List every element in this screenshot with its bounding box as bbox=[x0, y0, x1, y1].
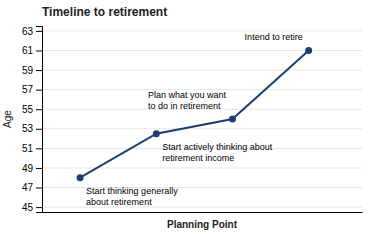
annotation: Intend to retire bbox=[245, 32, 303, 42]
annotation-line: to do in retirement bbox=[148, 101, 221, 111]
marks bbox=[77, 47, 313, 181]
y-tick: 59 bbox=[22, 65, 42, 76]
grid-line bbox=[42, 30, 362, 31]
data-point bbox=[77, 174, 84, 181]
y-tick-label: 57 bbox=[22, 84, 34, 95]
y-tick-label: 53 bbox=[22, 123, 34, 134]
grid bbox=[42, 31, 362, 207]
plot-area: 45 47 49 51 53 55 57 59 61 63 Start thinking gener… bbox=[22, 26, 363, 213]
y-tick: 63 bbox=[22, 26, 42, 37]
annotation-line: Start actively thinking about bbox=[162, 142, 273, 152]
annotation: Plan what you wantto do in retirement bbox=[148, 90, 227, 111]
y-tick-mark bbox=[36, 109, 42, 110]
grid-line bbox=[42, 70, 362, 71]
y-tick-label: 51 bbox=[22, 143, 34, 154]
y-tick-mark bbox=[36, 207, 42, 208]
y-tick: 51 bbox=[22, 143, 42, 154]
y-axis-line bbox=[36, 27, 43, 213]
y-tick: 61 bbox=[22, 45, 42, 56]
y-tick-label: 59 bbox=[22, 65, 34, 76]
y-tick-mark bbox=[36, 50, 42, 51]
y-tick: 53 bbox=[22, 123, 42, 134]
y-axis: 45 47 49 51 53 55 57 59 61 63 bbox=[22, 26, 43, 213]
y-tick-mark bbox=[36, 168, 42, 169]
annotation: Start actively thinking aboutretirement … bbox=[162, 142, 273, 163]
y-tick-label: 63 bbox=[22, 26, 34, 37]
y-tick-mark bbox=[36, 90, 42, 91]
x-axis-line bbox=[43, 212, 363, 213]
data-point bbox=[305, 47, 312, 54]
y-tick-mark bbox=[36, 129, 42, 130]
data-point bbox=[153, 130, 160, 137]
x-axis-label: Planning Point bbox=[167, 219, 238, 230]
y-tick-label: 47 bbox=[22, 182, 34, 193]
y-tick: 57 bbox=[22, 84, 42, 95]
annotation-line: Plan what you want bbox=[148, 90, 227, 100]
grid-line bbox=[42, 128, 362, 129]
y-tick: 45 bbox=[22, 202, 42, 213]
annotation-line: Start thinking generally bbox=[86, 186, 178, 196]
annotation-line: about retirement bbox=[86, 197, 152, 207]
annotation-line: retirement income bbox=[162, 153, 234, 163]
grid-line bbox=[42, 50, 362, 51]
y-tick: 49 bbox=[22, 163, 42, 174]
y-tick-label: 61 bbox=[22, 45, 34, 56]
annotation: Start thinking generallyabout retirement bbox=[86, 186, 178, 207]
chart-svg: 45 47 49 51 53 55 57 59 61 63 Start thinking gener… bbox=[0, 0, 370, 234]
y-tick-label: 49 bbox=[22, 163, 34, 174]
y-tick-mark bbox=[36, 31, 42, 32]
y-axis-label: Age bbox=[2, 110, 13, 128]
y-tick: 47 bbox=[22, 182, 42, 193]
annotation-line: Intend to retire bbox=[245, 32, 303, 42]
x-axis bbox=[43, 212, 363, 213]
y-tick-mark bbox=[36, 70, 42, 71]
y-tick-mark bbox=[36, 148, 42, 149]
grid-line bbox=[42, 167, 362, 168]
y-tick: 55 bbox=[22, 104, 42, 115]
chart-container: 45 47 49 51 53 55 57 59 61 63 Start thinking gener… bbox=[0, 0, 370, 234]
data-line bbox=[80, 50, 309, 177]
y-tick-mark bbox=[36, 188, 42, 189]
chart-title: Timeline to retirement bbox=[42, 5, 167, 19]
annotations: Start thinking generallyabout retirement… bbox=[86, 32, 303, 207]
y-tick-label: 55 bbox=[22, 104, 34, 115]
y-tick-label: 45 bbox=[22, 202, 34, 213]
data-point bbox=[229, 116, 236, 123]
